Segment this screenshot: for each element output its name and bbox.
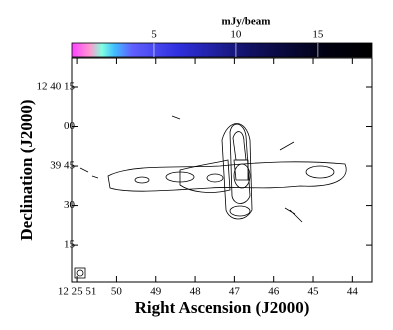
y-axis-label: Declination (J2000) [17, 99, 36, 240]
plot-frame [71, 57, 373, 283]
y-tick-label: 15 [64, 239, 76, 251]
x-tick-label: 49 [150, 286, 162, 298]
x-tick-label: 12 25 51 [58, 286, 97, 298]
beam [76, 269, 84, 277]
x-axis-label: Right Ascension (J2000) [135, 298, 310, 317]
colorbar-label: mJy/beam [222, 16, 271, 28]
colorbar [71, 42, 373, 58]
x-tick-label: 48 [190, 286, 202, 298]
y-tick-label: 39 45 [50, 160, 75, 172]
emission [79, 115, 347, 223]
beam-box [74, 267, 86, 279]
y-tick-label: 12 40 15 [37, 81, 76, 93]
x-tick-label: 46 [268, 286, 280, 298]
x-tick-label: 45 [308, 286, 320, 298]
y-tick-label: 00 [64, 120, 76, 132]
y-tick-label: 30 [64, 199, 76, 211]
x-tick-label: 50 [111, 286, 123, 298]
x-tick-label: 47 [229, 286, 241, 298]
x-tick-label: 44 [347, 286, 359, 298]
colorbar-tick-label: 10 [230, 29, 242, 41]
colorbar-tick-label: 15 [312, 29, 324, 41]
colorbar-tick-label: 5 [151, 29, 157, 41]
